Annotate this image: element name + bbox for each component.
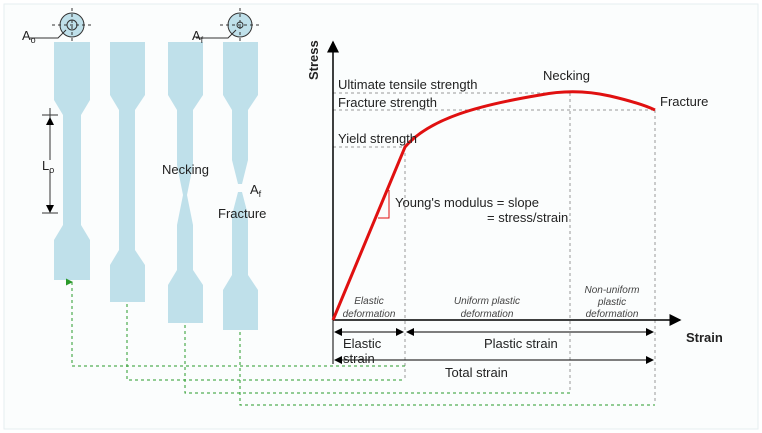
fracture-point: Fracture — [660, 94, 708, 109]
y-axis-label: Stress — [306, 40, 321, 80]
diagram: Ao Af Lo Necking Af Fracture Stress Stra… — [0, 0, 762, 433]
x-axis-label: Strain — [686, 330, 723, 345]
modulus-line-2: = stress/strain — [487, 210, 568, 225]
yield-label: Yield strength — [338, 131, 417, 146]
necking-point: Necking — [543, 68, 590, 83]
necking-label: Necking — [162, 162, 209, 177]
ultimate-label: Ultimate tensile strength — [338, 77, 477, 92]
fracture-label: Fracture — [218, 206, 266, 221]
plastic-strain: Plastic strain — [484, 336, 558, 351]
total-strain: Total strain — [445, 365, 508, 380]
fracture-strength: Fracture strength — [338, 95, 437, 110]
modulus-line-1: Young's modulus = slope — [395, 195, 539, 210]
